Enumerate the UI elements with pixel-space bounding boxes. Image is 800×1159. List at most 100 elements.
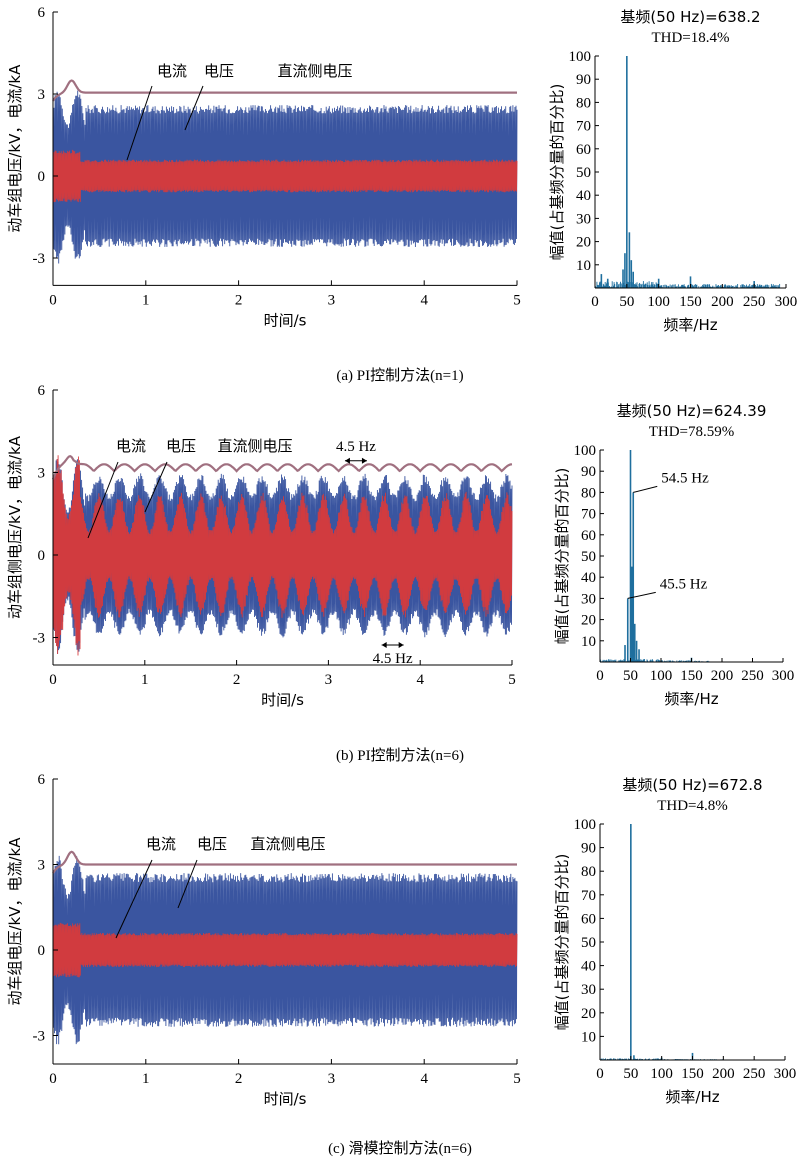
y-axis-label: 幅值(占基频分量的百分比) [553, 854, 571, 1031]
y-tick-label: 80 [581, 864, 596, 880]
x-axis-label: 频率/Hz [665, 1088, 719, 1106]
y-tick-label: 40 [576, 188, 591, 204]
caption-b: (b) PI控制方法(n=6) [336, 747, 464, 764]
x-tick-label: 50 [623, 668, 638, 684]
voltage-waveform [52, 455, 513, 656]
caption-a: (a) PI控制方法(n=1) [336, 367, 463, 384]
x-tick-label: 3 [328, 292, 336, 308]
x-tick-label: 0 [49, 1071, 57, 1087]
y-tick-label: 80 [581, 485, 596, 501]
x-tick-label: 100 [647, 294, 670, 310]
y-tick-label: 20 [576, 235, 591, 251]
y-tick-label: -3 [33, 251, 46, 267]
series-pointer [144, 461, 168, 513]
peak-label: 54.5 Hz [661, 470, 709, 486]
series-pointer [115, 859, 153, 939]
current-waveform [52, 458, 513, 654]
series-label: 直流侧电压 [217, 437, 292, 455]
series-pointer [177, 859, 198, 909]
time-chart-c: 6 3 0 -3 0 1 2 3 4 5 时间/s 动车组电压/kV，电流/kA 电流 电压 直流侧电压 [6, 772, 521, 1108]
spectrum-title-line1: 基频(50 Hz)=638.2 [620, 8, 760, 26]
x-tick-label: 1 [142, 292, 150, 308]
y-tick-label: 3 [38, 858, 46, 874]
y-tick-label: 6 [38, 772, 46, 788]
y-tick-label: 0 [38, 943, 46, 959]
arrow-head [398, 642, 404, 648]
y-tick-label: 60 [581, 528, 596, 544]
series-label: 电压 [204, 62, 234, 80]
frequency-annotation: 4.5 Hz [336, 439, 376, 455]
x-tick-label: 2 [235, 1071, 243, 1087]
y-axis-label: 动车组电压/kV，电流/kA [6, 64, 24, 233]
y-tick-label: 30 [581, 591, 596, 607]
y-tick-label: 6 [38, 5, 46, 21]
x-tick-label: 250 [743, 294, 766, 310]
y-tick-label: 80 [576, 95, 591, 111]
y-tick-label: 70 [576, 119, 591, 135]
series-pointer [87, 461, 119, 539]
y-tick-label: 30 [576, 211, 591, 227]
y-tick-label: 3 [38, 466, 46, 482]
time-chart-a: 6 3 0 -3 0 1 2 3 4 5 时间/s 动车组电压/kV，电流/kA 电流 电压 直流侧电压 [6, 5, 521, 329]
x-tick-label: 3 [328, 1071, 336, 1087]
peak-pointer [633, 485, 658, 493]
x-tick-label: 50 [623, 1066, 638, 1082]
x-tick-label: 0 [49, 672, 57, 688]
x-tick-label: 4 [416, 672, 424, 688]
y-tick-label: 10 [581, 634, 596, 650]
y-tick-label: 50 [576, 165, 591, 181]
y-tick-label: 60 [576, 142, 591, 158]
x-axis-label: 频率/Hz [663, 316, 717, 334]
x-tick-label: 5 [513, 292, 521, 308]
x-tick-label: 0 [49, 292, 57, 308]
y-tick-label: 90 [576, 72, 591, 88]
y-tick-label: 100 [569, 49, 592, 65]
series-pointer [126, 85, 153, 161]
y-tick-label: 20 [581, 1006, 596, 1022]
peak-label: 45.5 Hz [660, 576, 708, 592]
y-axis-label: 幅值(占基频分量的百分比) [548, 84, 566, 261]
spectrum-title-line2: THD=18.4% [651, 30, 729, 46]
spectrum-title-line2: THD=4.8% [657, 798, 728, 814]
x-tick-label: 200 [711, 294, 734, 310]
x-tick-label: 300 [775, 294, 798, 310]
voltage-waveform [52, 149, 518, 203]
y-tick-label: 90 [581, 464, 596, 480]
x-tick-label: 5 [513, 1071, 521, 1087]
x-tick-label: 3 [325, 672, 333, 688]
y-tick-label: 10 [576, 258, 591, 274]
y-tick-label: 0 [38, 548, 46, 564]
x-tick-label: 300 [772, 668, 795, 684]
x-tick-label: 0 [591, 294, 599, 310]
x-axis-label: 时间/s [261, 691, 304, 709]
y-tick-label: 3 [38, 87, 46, 103]
x-tick-label: 200 [712, 1066, 735, 1082]
y-axis-label: 动车组侧电压/kV，电流/kA [6, 435, 24, 619]
y-tick-label: 90 [581, 841, 596, 857]
x-tick-label: 4 [420, 1071, 428, 1087]
series-label: 电压 [197, 835, 227, 853]
arrow-head [344, 457, 350, 464]
frequency-annotation: 4.5 Hz [373, 651, 413, 667]
x-axis-label: 时间/s [264, 1090, 307, 1108]
y-tick-label: 100 [574, 443, 597, 459]
series-label: 电压 [166, 437, 196, 455]
series-label: 直流侧电压 [277, 62, 352, 80]
y-tick-label: 20 [581, 613, 596, 629]
y-tick-label: 40 [581, 570, 596, 586]
x-tick-label: 200 [711, 668, 734, 684]
x-tick-label: 0 [596, 668, 604, 684]
caption-c: (c) 滑模控制方法(n=6) [328, 1140, 472, 1157]
time-chart-b: 6 3 0 -3 0 1 2 3 4 5 时间/s 动车组侧电压/kV，电流/kA 电流 电压 直流侧电压 4… [6, 383, 516, 709]
arrow-head [361, 457, 367, 464]
y-tick-label: 70 [581, 507, 596, 523]
peak-pointer [627, 591, 656, 599]
y-axis-label: 动车组电压/kV，电流/kA [6, 837, 24, 1006]
arrow-head [381, 642, 387, 648]
